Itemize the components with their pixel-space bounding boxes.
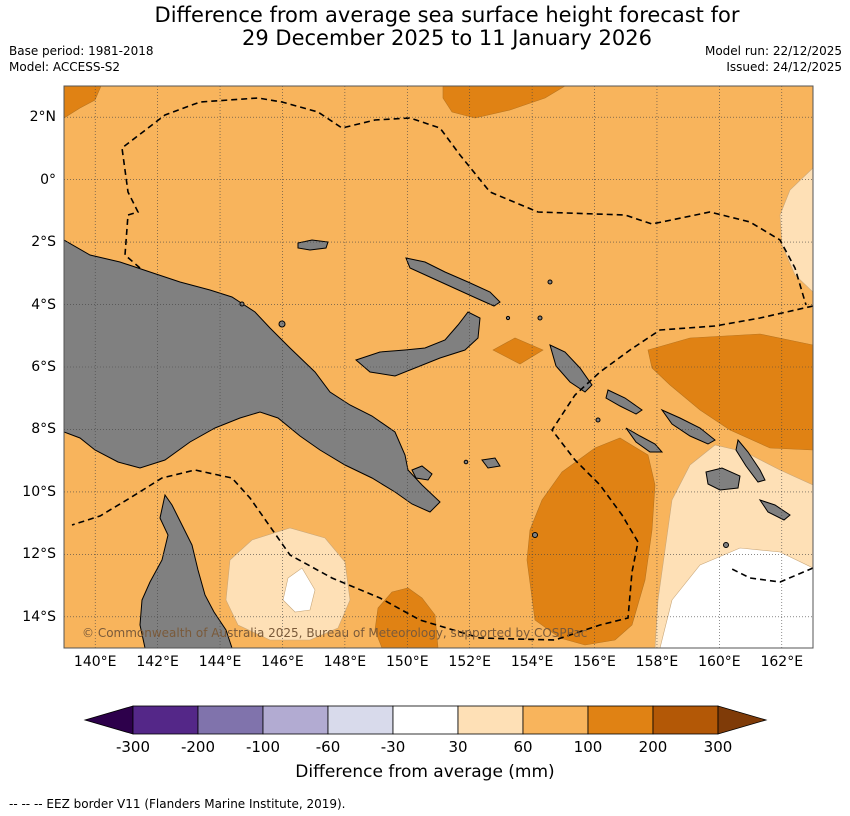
colorbar-tick-label: -300 bbox=[115, 738, 151, 756]
chart-title: Difference from average sea surface heig… bbox=[0, 4, 850, 50]
field-100-200-coral bbox=[526, 437, 656, 646]
model-run-text: Model run: 22/12/2025 bbox=[704, 44, 842, 58]
gridlines bbox=[64, 86, 813, 648]
colorbar-title: Difference from average (mm) bbox=[295, 762, 555, 782]
lon-label: 156°E bbox=[573, 654, 616, 670]
colorbar-segment bbox=[197, 705, 264, 735]
land-choiseul bbox=[605, 389, 643, 415]
eez-borders bbox=[71, 97, 813, 641]
colorbar-tick-label: -60 bbox=[315, 738, 341, 756]
colorbar-segment bbox=[327, 705, 394, 735]
field-100-200-small bbox=[492, 337, 544, 365]
title-line-2: 29 December 2025 to 11 January 2026 bbox=[242, 26, 652, 50]
field-neutral-east bbox=[659, 547, 813, 648]
colorbar-segment bbox=[392, 705, 459, 735]
colorbar-tick-label: 100 bbox=[573, 738, 603, 756]
land-makira bbox=[758, 499, 791, 521]
meta-left: Base period: 1981-2018 Model: ACCESS-S2 bbox=[9, 43, 154, 75]
land-malaita bbox=[735, 438, 766, 483]
land-dentrecasteaux bbox=[411, 465, 433, 481]
meta-right: Model run: 22/12/2025 Issued: 24/12/2025 bbox=[705, 43, 842, 75]
map-plot-area: © Commonwealth of Australia 2025, Bureau… bbox=[64, 86, 813, 648]
eez-legend-footer: -- -- -- EEZ border V11 (Flanders Marine… bbox=[9, 797, 346, 811]
land-new-britain bbox=[355, 311, 481, 377]
lat-label: 0° bbox=[40, 171, 56, 188]
eez-border-solomons bbox=[729, 567, 813, 583]
lat-label: 2°S bbox=[31, 234, 56, 251]
lon-label: 144°E bbox=[198, 654, 242, 670]
land-bougainville bbox=[549, 344, 593, 393]
lon-label: 142°E bbox=[136, 654, 179, 670]
land-australia bbox=[139, 493, 233, 648]
map-copyright: © Commonwealth of Australia 2025, Bureau… bbox=[82, 626, 587, 640]
colorbar-tick-label: 300 bbox=[703, 738, 733, 756]
field-neutral-west bbox=[282, 567, 316, 613]
colorbar bbox=[83, 705, 768, 735]
lon-label: 154°E bbox=[510, 654, 554, 670]
field-100-200-nw bbox=[64, 86, 102, 119]
model-text: Model: ACCESS-S2 bbox=[9, 60, 121, 74]
land-louisiade bbox=[481, 457, 501, 469]
land-islet bbox=[505, 315, 511, 321]
land-islet bbox=[532, 532, 538, 538]
map-frame bbox=[63, 85, 814, 649]
land-islet bbox=[723, 542, 729, 548]
lat-label: 10°S bbox=[22, 483, 56, 500]
colorbar-tick-label: 60 bbox=[513, 738, 533, 756]
lat-label: 12°S bbox=[22, 546, 56, 563]
land-islet bbox=[239, 301, 245, 307]
lon-label: 150°E bbox=[385, 654, 429, 670]
colorbar-extend-high bbox=[717, 705, 768, 735]
lat-label: 6°S bbox=[31, 359, 56, 375]
land-manus bbox=[297, 239, 329, 251]
land-islet bbox=[595, 417, 601, 423]
land-guadalcanal bbox=[705, 467, 741, 491]
land-islet bbox=[537, 315, 543, 321]
title-line-1: Difference from average sea surface heig… bbox=[154, 3, 740, 27]
colorbar-segment bbox=[457, 705, 524, 735]
colorbar-tick-label: -100 bbox=[245, 738, 281, 756]
lon-label: 158°E bbox=[635, 654, 679, 670]
land-isabel bbox=[660, 408, 716, 445]
lat-label: 4°S bbox=[31, 296, 56, 313]
lon-label: 152°E bbox=[448, 654, 491, 670]
colorbar-tick-label: 30 bbox=[448, 738, 468, 756]
land-new-georgia bbox=[625, 427, 664, 453]
lon-label: 160°E bbox=[698, 654, 741, 670]
lon-label: 148°E bbox=[323, 654, 367, 670]
issued-text: Issued: 24/12/2025 bbox=[726, 60, 842, 74]
colorbar-segment bbox=[262, 705, 329, 735]
land-new-ireland bbox=[405, 257, 501, 307]
field-100-200-north bbox=[442, 86, 566, 119]
land-islet bbox=[463, 459, 469, 465]
lon-label: 140°E bbox=[73, 654, 117, 670]
lat-label: 2°N bbox=[29, 109, 56, 126]
eez-border-png bbox=[121, 97, 807, 306]
land-islet bbox=[547, 279, 553, 285]
colorbar-segment bbox=[652, 705, 719, 735]
colorbar-extend-low bbox=[83, 705, 134, 735]
lat-label: 8°S bbox=[31, 421, 56, 438]
colorbar-segment bbox=[522, 705, 589, 735]
colorbar-tick-label: -200 bbox=[180, 738, 216, 756]
colorbar-tick-label: -30 bbox=[380, 738, 406, 756]
colorbar-segment bbox=[587, 705, 654, 735]
lon-label: 162°E bbox=[760, 654, 804, 670]
lat-label: 14°S bbox=[22, 608, 56, 625]
land-new-guinea bbox=[64, 239, 441, 513]
colorbar-tick-label: 200 bbox=[638, 738, 668, 756]
field-100-200-east bbox=[647, 333, 813, 451]
lon-label: 146°E bbox=[261, 654, 304, 670]
colorbar-segment bbox=[132, 705, 199, 735]
base-period-text: Base period: 1981-2018 bbox=[9, 44, 154, 58]
land-islet bbox=[278, 320, 286, 328]
